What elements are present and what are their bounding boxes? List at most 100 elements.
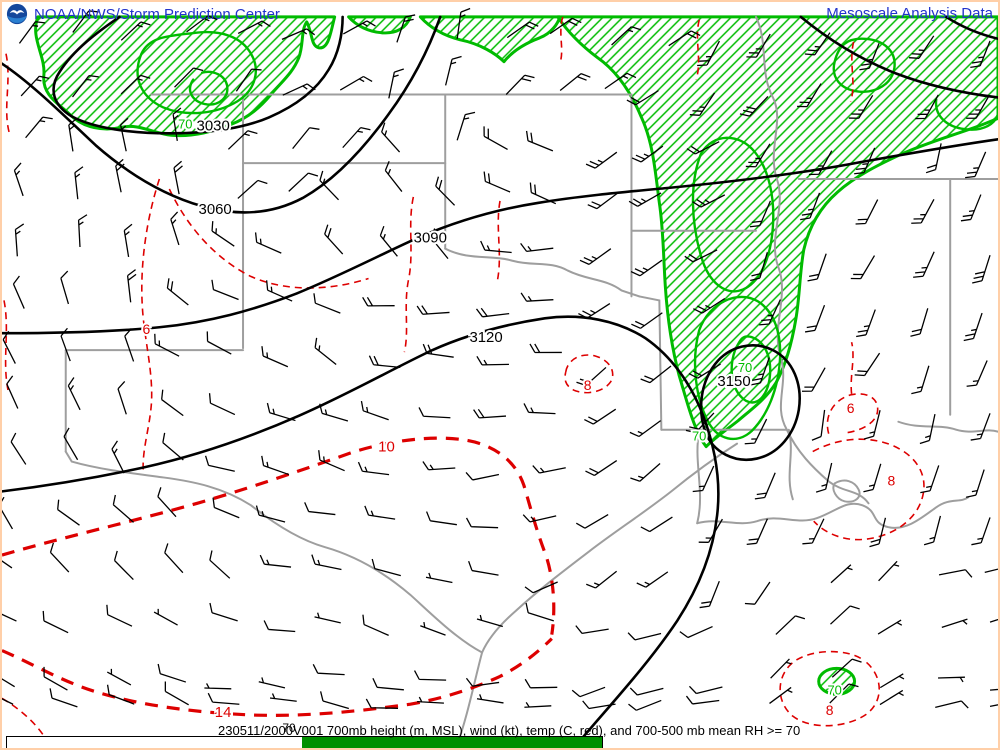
wind-barb — [965, 469, 985, 498]
wind-barb — [750, 357, 770, 386]
height-contours — [2, 15, 998, 748]
state-border — [832, 479, 861, 503]
wind-barb — [68, 118, 78, 152]
wind-barb — [692, 194, 726, 208]
state-border — [787, 428, 794, 501]
wind-barb — [112, 494, 134, 523]
wind-barb — [60, 327, 71, 362]
wind-barb — [2, 613, 17, 622]
wind-barb — [576, 366, 607, 386]
wind-barb — [416, 305, 450, 315]
wind-barb — [422, 343, 454, 358]
state-border — [444, 247, 641, 298]
wind-barb — [698, 518, 723, 543]
wind-barb — [630, 463, 661, 482]
wind-barb — [831, 658, 862, 678]
wind-barb — [255, 505, 286, 523]
wind-barb — [919, 413, 936, 445]
wind-barb — [206, 331, 232, 355]
rh-inner-contour — [188, 70, 229, 106]
wind-barb — [815, 462, 833, 493]
wind-barb — [67, 377, 81, 411]
wind-barb — [313, 293, 341, 314]
wind-barb — [800, 192, 821, 221]
wind-barb — [582, 700, 616, 710]
wind-barb — [258, 677, 286, 689]
temp-contour — [2, 637, 553, 717]
wind-barb — [425, 572, 453, 584]
wind-barb — [57, 499, 80, 526]
wind-barb — [161, 389, 184, 417]
state-border — [638, 295, 663, 431]
wind-barb — [10, 432, 27, 465]
wind-barb — [119, 117, 129, 152]
contour-label-70: 70 — [738, 360, 752, 375]
colorbar-segment-below-70 — [6, 736, 304, 748]
wind-barb — [797, 83, 822, 108]
wind-barb — [989, 618, 998, 623]
wind-barb — [211, 279, 239, 301]
wind-barb — [688, 363, 721, 379]
temp-contour — [168, 188, 369, 289]
wind-barb — [746, 33, 771, 58]
wind-barb — [960, 194, 982, 222]
wind-barb — [204, 455, 235, 472]
wind-barb — [319, 691, 349, 710]
temp-contour — [826, 393, 879, 434]
wind-barb — [115, 158, 125, 193]
wind-barb — [381, 122, 401, 153]
contour-label-3150: 3150 — [717, 373, 750, 390]
wind-barb — [745, 143, 771, 168]
temp-contour — [5, 53, 11, 136]
wind-barb — [989, 704, 998, 707]
rh-region — [347, 15, 412, 35]
wind-barb — [465, 677, 500, 687]
wind-barb — [801, 367, 826, 392]
wind-barb — [106, 684, 135, 705]
wind-barb — [938, 676, 965, 683]
wind-barb — [579, 248, 612, 265]
state-border — [897, 420, 998, 433]
wind-barb — [204, 683, 232, 690]
wind-barb — [520, 243, 554, 253]
wind-barb — [877, 619, 903, 635]
wind-barb — [688, 685, 723, 695]
wind-barb — [692, 465, 715, 493]
wind-barb — [261, 346, 289, 368]
wind-barb — [259, 554, 292, 568]
wind-barb — [430, 228, 449, 260]
wind-barb — [525, 602, 554, 622]
wind-barb — [164, 543, 184, 574]
contour-label-8: 8 — [826, 702, 834, 718]
wind-barb — [668, 30, 701, 47]
wind-barb — [319, 170, 340, 201]
noaa-bird-icon — [9, 10, 25, 15]
wind-barb — [388, 68, 404, 99]
wind-barb — [584, 408, 617, 425]
wind-barb — [360, 400, 389, 421]
wind-barb — [266, 402, 296, 422]
wind-barb — [697, 40, 720, 67]
wind-barb — [164, 681, 189, 706]
wind-barb — [319, 403, 349, 422]
wind-barb — [480, 240, 512, 254]
wind-barb — [938, 569, 973, 578]
wind-barb — [910, 308, 929, 337]
wind-barb — [856, 309, 876, 338]
wind-barb — [362, 614, 389, 636]
wind-barb — [2, 330, 16, 364]
wind-barb — [14, 223, 25, 257]
wind-barb — [483, 126, 508, 150]
contour-label-6: 6 — [143, 321, 151, 337]
wind-barb — [72, 74, 99, 98]
wind-barb — [587, 191, 619, 210]
wind-barb — [972, 255, 991, 284]
wind-barb — [418, 407, 451, 419]
wind-barb — [863, 463, 882, 493]
wind-barb — [362, 296, 395, 307]
wind-barb — [971, 517, 991, 546]
wind-barb — [166, 278, 189, 306]
wind-barb — [261, 455, 290, 476]
wind-barb — [863, 410, 881, 440]
